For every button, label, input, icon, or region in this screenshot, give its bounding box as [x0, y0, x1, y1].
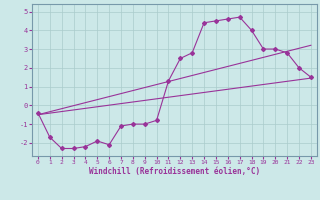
- X-axis label: Windchill (Refroidissement éolien,°C): Windchill (Refroidissement éolien,°C): [89, 167, 260, 176]
